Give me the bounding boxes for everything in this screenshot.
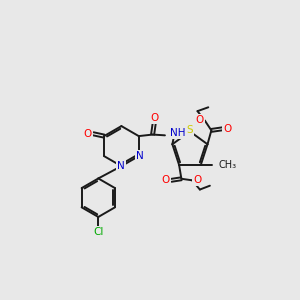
Text: CH₃: CH₃ bbox=[218, 160, 237, 170]
Text: O: O bbox=[224, 124, 232, 134]
Text: O: O bbox=[196, 115, 204, 124]
Text: O: O bbox=[194, 175, 202, 185]
Text: O: O bbox=[151, 112, 159, 123]
Text: N: N bbox=[136, 151, 143, 161]
Text: S: S bbox=[187, 125, 193, 135]
Text: N: N bbox=[117, 161, 124, 171]
Text: O: O bbox=[162, 175, 170, 185]
Text: Cl: Cl bbox=[93, 227, 104, 237]
Text: O: O bbox=[84, 129, 92, 139]
Text: NH: NH bbox=[169, 128, 185, 138]
